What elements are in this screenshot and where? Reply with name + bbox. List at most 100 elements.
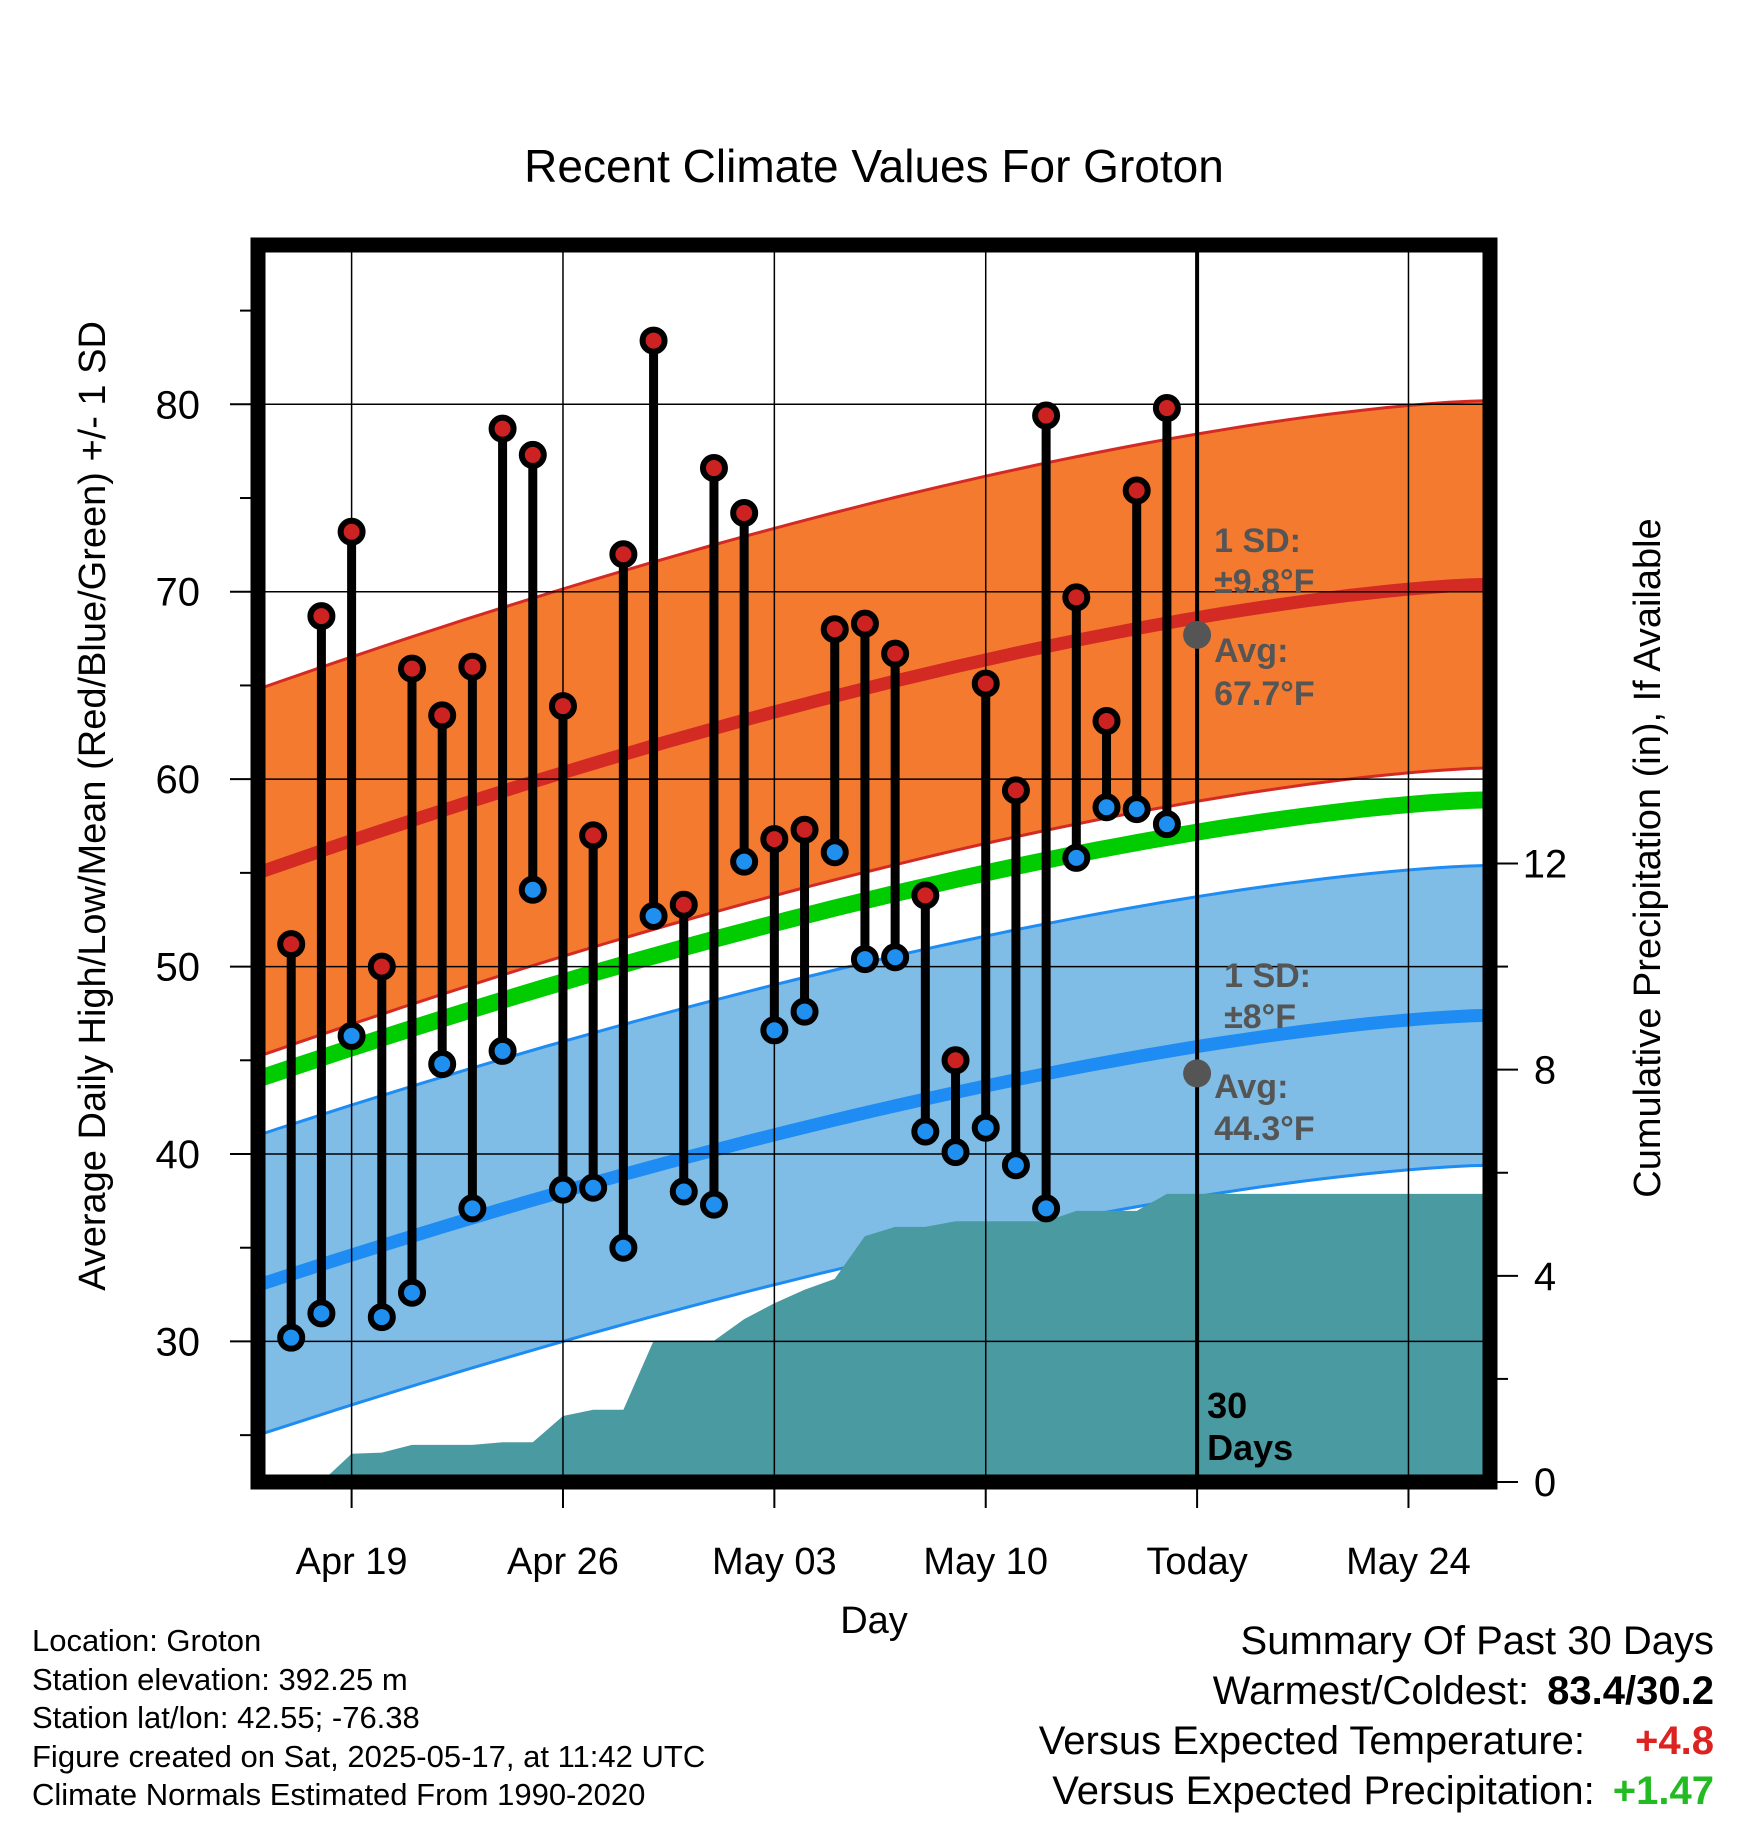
y2-tick-label: 0 bbox=[1534, 1461, 1556, 1505]
info-normals: Climate Normals Estimated From 1990-2020 bbox=[32, 1777, 646, 1812]
summary-temp-label: Versus Expected Temperature: bbox=[1038, 1719, 1586, 1763]
daily-low-point bbox=[699, 1190, 728, 1219]
station-info: Location: Groton Station elevation: 392.… bbox=[32, 1622, 705, 1815]
info-elevation: Station elevation: 392.25 m bbox=[32, 1661, 408, 1697]
today-days-label-line2: Days bbox=[1207, 1427, 1293, 1468]
normal-high-line bbox=[258, 577, 1490, 880]
info-created: Figure created on Sat, 2025-05-17, at 11… bbox=[32, 1738, 706, 1774]
daily-low-point bbox=[609, 1233, 638, 1262]
daily-high-point bbox=[1062, 583, 1091, 612]
daily-high-point bbox=[367, 952, 396, 981]
high-avg-value: 67.7°F bbox=[1214, 675, 1315, 713]
daily-low-point bbox=[850, 945, 879, 974]
daily-high-point bbox=[850, 609, 879, 638]
summary-temp-value: +4.8 bbox=[1635, 1719, 1714, 1763]
daily-low-point bbox=[911, 1117, 940, 1146]
daily-high-point bbox=[911, 881, 940, 910]
high-avg-label: Avg: bbox=[1214, 632, 1288, 670]
daily-low-point bbox=[548, 1175, 577, 1204]
daily-high-point bbox=[881, 639, 910, 668]
daily-high-point bbox=[548, 692, 577, 721]
y-axis-label: Average Daily High/Low/Mean (Red/Blue/Gr… bbox=[72, 321, 114, 1291]
x-tick-label: Apr 19 bbox=[296, 1541, 408, 1583]
daily-high-point bbox=[730, 499, 759, 528]
y2-tick-label: 4 bbox=[1534, 1255, 1556, 1299]
y2-axis-label: Cumulative Precipitation (in), If Availa… bbox=[1627, 518, 1669, 1197]
y-tick-label: 70 bbox=[156, 571, 201, 615]
summary-precip-value: +1.47 bbox=[1612, 1769, 1714, 1813]
daily-high-point bbox=[609, 540, 638, 569]
summary-warm-cold-label: Warmest/Coldest: bbox=[1212, 1669, 1530, 1713]
summary-warm-cold-value: 83.4/30.2 bbox=[1547, 1669, 1714, 1713]
today-days-label-line1: 30 bbox=[1207, 1385, 1247, 1426]
daily-low-point bbox=[760, 1016, 789, 1045]
daily-low-point bbox=[428, 1050, 457, 1079]
today-normal-low-dot bbox=[1183, 1059, 1212, 1088]
daily-high-point bbox=[941, 1046, 970, 1075]
daily-low-point bbox=[488, 1036, 517, 1065]
today-normal-high-dot bbox=[1183, 620, 1212, 649]
daily-high-point bbox=[1122, 476, 1151, 505]
daily-low-point bbox=[881, 943, 910, 972]
daily-low-point bbox=[941, 1138, 970, 1167]
daily-low-point bbox=[579, 1173, 608, 1202]
daily-low-point bbox=[639, 901, 668, 930]
daily-high-point bbox=[669, 890, 698, 919]
normal-low-sd-band bbox=[258, 865, 1490, 1436]
daily-high-point bbox=[1152, 394, 1181, 423]
daily-high-point bbox=[337, 517, 366, 546]
daily-low-point bbox=[458, 1194, 487, 1223]
daily-low-point bbox=[367, 1303, 396, 1332]
low-sd-value: ±8°F bbox=[1224, 998, 1296, 1036]
summary-warm-cold-row: Warmest/Coldest: 83.4/30.2 bbox=[814, 1666, 1714, 1716]
daily-high-point bbox=[277, 930, 306, 959]
low-sd-label: 1 SD: bbox=[1224, 957, 1311, 995]
summary-panel: Summary Of Past 30 Days Warmest/Coldest:… bbox=[814, 1616, 1714, 1816]
daily-high-point bbox=[820, 615, 849, 644]
daily-high-point bbox=[699, 454, 728, 483]
normal-mean-line bbox=[258, 791, 1490, 1088]
daily-low-point bbox=[790, 997, 819, 1026]
daily-low-point bbox=[1032, 1194, 1061, 1223]
daily-high-point bbox=[639, 326, 668, 355]
daily-high-point bbox=[760, 825, 789, 854]
summary-precip-label: Versus Expected Precipitation: bbox=[1052, 1769, 1595, 1813]
daily-low-point bbox=[277, 1323, 306, 1352]
low-avg-value: 44.3°F bbox=[1214, 1110, 1315, 1148]
y-tick-label: 50 bbox=[156, 946, 201, 990]
daily-high-point bbox=[971, 669, 1000, 698]
daily-low-point bbox=[820, 838, 849, 867]
daily-high-point bbox=[307, 602, 336, 631]
daily-high-point bbox=[488, 414, 517, 443]
daily-high-point bbox=[790, 815, 819, 844]
summary-temp-row: Versus Expected Temperature: +4.8 bbox=[814, 1716, 1714, 1766]
x-tick-label: Apr 26 bbox=[507, 1541, 619, 1583]
daily-low-point bbox=[1122, 795, 1151, 824]
summary-precip-row: Versus Expected Precipitation: +1.47 bbox=[814, 1766, 1714, 1816]
x-tick-label: May 10 bbox=[923, 1541, 1048, 1583]
plot-frame bbox=[250, 237, 1498, 1490]
daily-low-point bbox=[669, 1177, 698, 1206]
chart-title: Recent Climate Values For Groton bbox=[524, 140, 1224, 192]
high-sd-label: 1 SD: bbox=[1214, 522, 1301, 560]
daily-high-point bbox=[458, 652, 487, 681]
info-location: Location: Groton bbox=[32, 1623, 262, 1658]
daily-low-point bbox=[398, 1278, 426, 1307]
info-latlon: Station lat/lon: 42.55; -76.38 bbox=[32, 1700, 420, 1735]
summary-title: Summary Of Past 30 Days bbox=[1240, 1619, 1714, 1663]
daily-high-point bbox=[518, 440, 547, 469]
daily-low-point bbox=[1092, 793, 1121, 822]
y2-tick-label: 12 bbox=[1523, 843, 1568, 887]
daily-high-point bbox=[1032, 401, 1061, 430]
daily-high-point bbox=[579, 821, 608, 850]
daily-low-point bbox=[1001, 1151, 1030, 1180]
daily-low-point bbox=[1062, 843, 1091, 872]
normal-low-line bbox=[258, 1008, 1490, 1292]
normal-high-upper-edge bbox=[258, 399, 1490, 691]
daily-high-point bbox=[1092, 707, 1121, 736]
daily-low-point bbox=[337, 1021, 366, 1050]
daily-high-point bbox=[1001, 776, 1030, 805]
daily-low-point bbox=[307, 1299, 336, 1328]
